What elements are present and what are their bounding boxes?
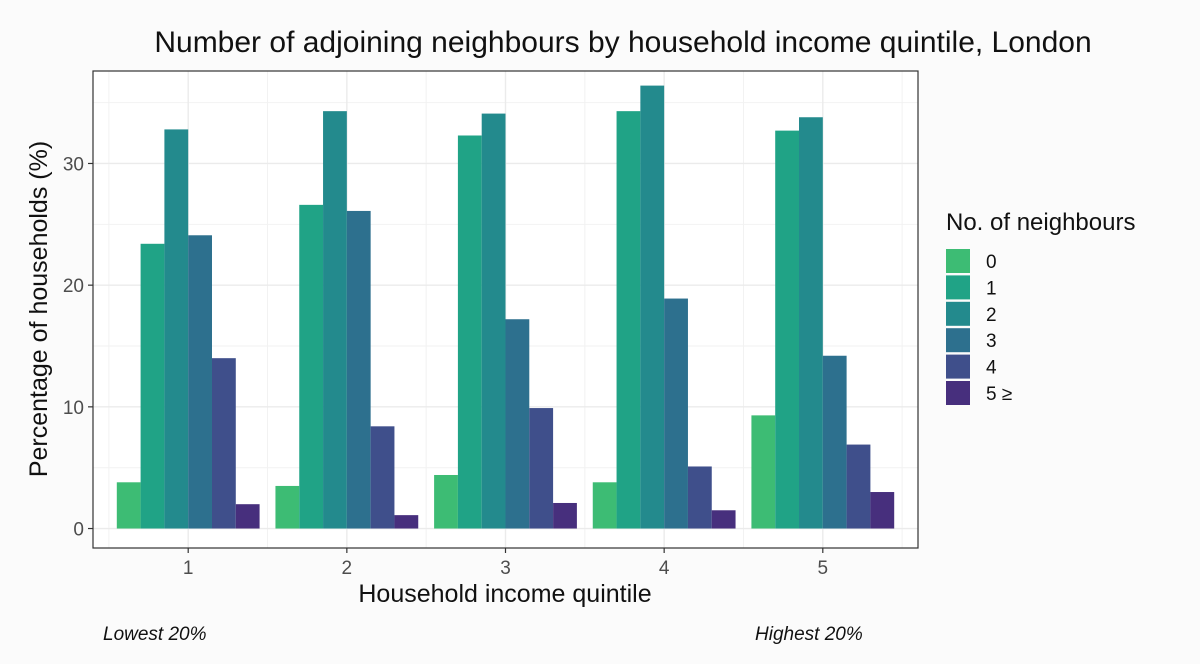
bar xyxy=(505,319,530,529)
bar xyxy=(751,415,776,529)
bar xyxy=(822,355,847,529)
legend-label: 3 xyxy=(986,331,997,352)
legend-swatch xyxy=(946,381,970,405)
legend-label: 1 xyxy=(986,278,997,299)
annotation-lowest: Lowest 20% xyxy=(103,624,207,645)
legend-label: 4 xyxy=(986,358,997,379)
y-tick-label: 0 xyxy=(73,520,84,541)
bar xyxy=(323,111,347,529)
legend-swatch xyxy=(946,354,970,379)
legend-swatch xyxy=(946,301,970,326)
bar xyxy=(846,444,871,529)
bar xyxy=(616,111,641,529)
legend-label: 5 ≥ xyxy=(986,384,1012,405)
chart-title: Number of adjoining neighbours by househ… xyxy=(154,26,1091,59)
x-axis-title: Household income quintile xyxy=(358,580,651,608)
y-tick-label: 30 xyxy=(63,154,84,175)
bar xyxy=(211,358,236,529)
x-tick-label: 5 xyxy=(818,558,829,579)
bar xyxy=(235,504,260,529)
legend: No. of neighbours 0 1 2 3 4 5 ≥ xyxy=(946,209,1135,405)
legend-swatch xyxy=(946,328,970,353)
bar xyxy=(870,492,895,529)
bar xyxy=(140,243,165,529)
bar xyxy=(116,482,141,529)
bar xyxy=(275,485,300,529)
bar xyxy=(346,210,371,529)
x-tick-label: 4 xyxy=(659,558,670,579)
bar xyxy=(687,466,712,529)
bar xyxy=(481,113,506,529)
legend-swatch xyxy=(946,249,970,273)
legend-title: No. of neighbours xyxy=(946,209,1135,236)
bar xyxy=(775,130,800,529)
bar xyxy=(164,129,189,529)
legend-swatch xyxy=(946,275,970,300)
annotation-highest: Highest 20% xyxy=(755,624,863,645)
bar xyxy=(529,408,554,529)
bar xyxy=(711,510,736,529)
legend-label: 0 xyxy=(986,252,997,273)
bar xyxy=(553,502,577,529)
y-axis-title: Percentage of households (%) xyxy=(25,141,53,477)
x-tick-label: 1 xyxy=(183,558,194,579)
bar xyxy=(299,204,324,529)
plot-area: 0 10 20 30 1 2 3 4 5 xyxy=(63,70,919,579)
y-tick-label: 10 xyxy=(63,398,84,419)
bar xyxy=(434,474,458,529)
bar xyxy=(457,135,482,529)
bar xyxy=(188,235,212,529)
legend-label: 2 xyxy=(986,305,997,326)
y-tick-label: 20 xyxy=(63,276,84,297)
bar xyxy=(664,298,688,529)
bar xyxy=(640,85,665,529)
bar xyxy=(394,515,419,529)
x-tick-label: 3 xyxy=(500,558,511,579)
bar xyxy=(592,482,617,529)
bar xyxy=(370,426,395,529)
x-tick-label: 2 xyxy=(342,558,353,579)
bar xyxy=(799,117,823,529)
